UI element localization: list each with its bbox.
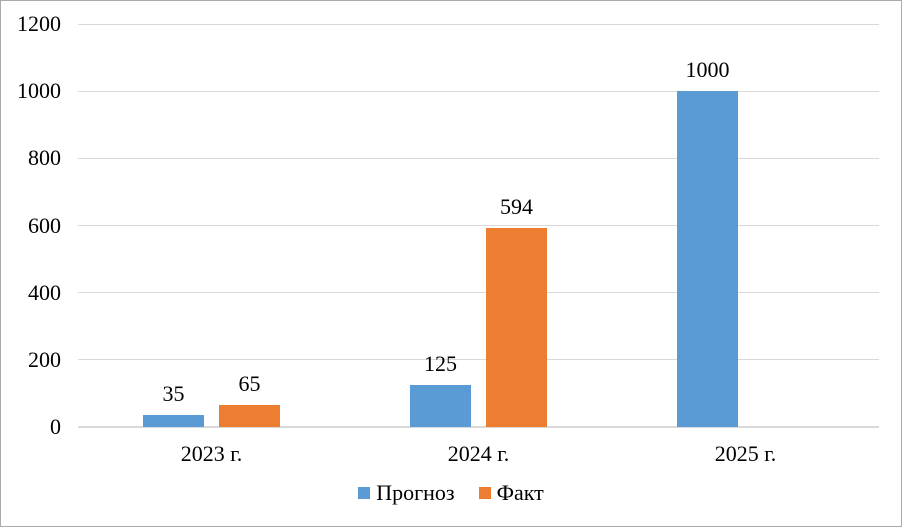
y-tick-label: 1000 <box>17 78 61 104</box>
x-axis-label: 2025 г. <box>714 441 777 466</box>
legend-label: Факт <box>496 480 544 505</box>
y-tick-label: 800 <box>28 145 61 171</box>
legend: Прогноз Факт <box>1 479 901 507</box>
legend-item: Прогноз <box>358 480 455 506</box>
bar <box>143 415 204 427</box>
bar <box>677 91 738 427</box>
y-tick-label: 600 <box>28 212 61 238</box>
y-tick-label: 0 <box>50 414 61 439</box>
gridline <box>78 157 879 159</box>
bar <box>410 385 471 427</box>
gridline <box>78 23 879 25</box>
x-axis-line <box>78 426 879 428</box>
y-tick-label: 200 <box>28 346 61 372</box>
data-label: 65 <box>238 371 261 397</box>
gridline <box>78 90 879 92</box>
bar <box>219 405 280 427</box>
bar <box>486 227 547 427</box>
data-label: 1000 <box>685 57 730 83</box>
data-label: 594 <box>500 193 533 219</box>
y-tick-label: 1200 <box>17 11 61 36</box>
x-axis-label: 2023 г. <box>180 441 243 466</box>
legend-swatch <box>478 487 491 499</box>
gridline <box>78 225 879 226</box>
legend-swatch <box>358 487 371 499</box>
y-tick-label: 400 <box>28 279 61 305</box>
gridline <box>78 359 879 361</box>
legend-item: Факт <box>478 480 544 506</box>
x-axis-label: 2024 г. <box>447 441 510 466</box>
data-label: 125 <box>424 351 457 377</box>
legend-label: Прогноз <box>376 480 455 505</box>
gridline <box>78 292 879 294</box>
data-label: 35 <box>162 381 185 407</box>
